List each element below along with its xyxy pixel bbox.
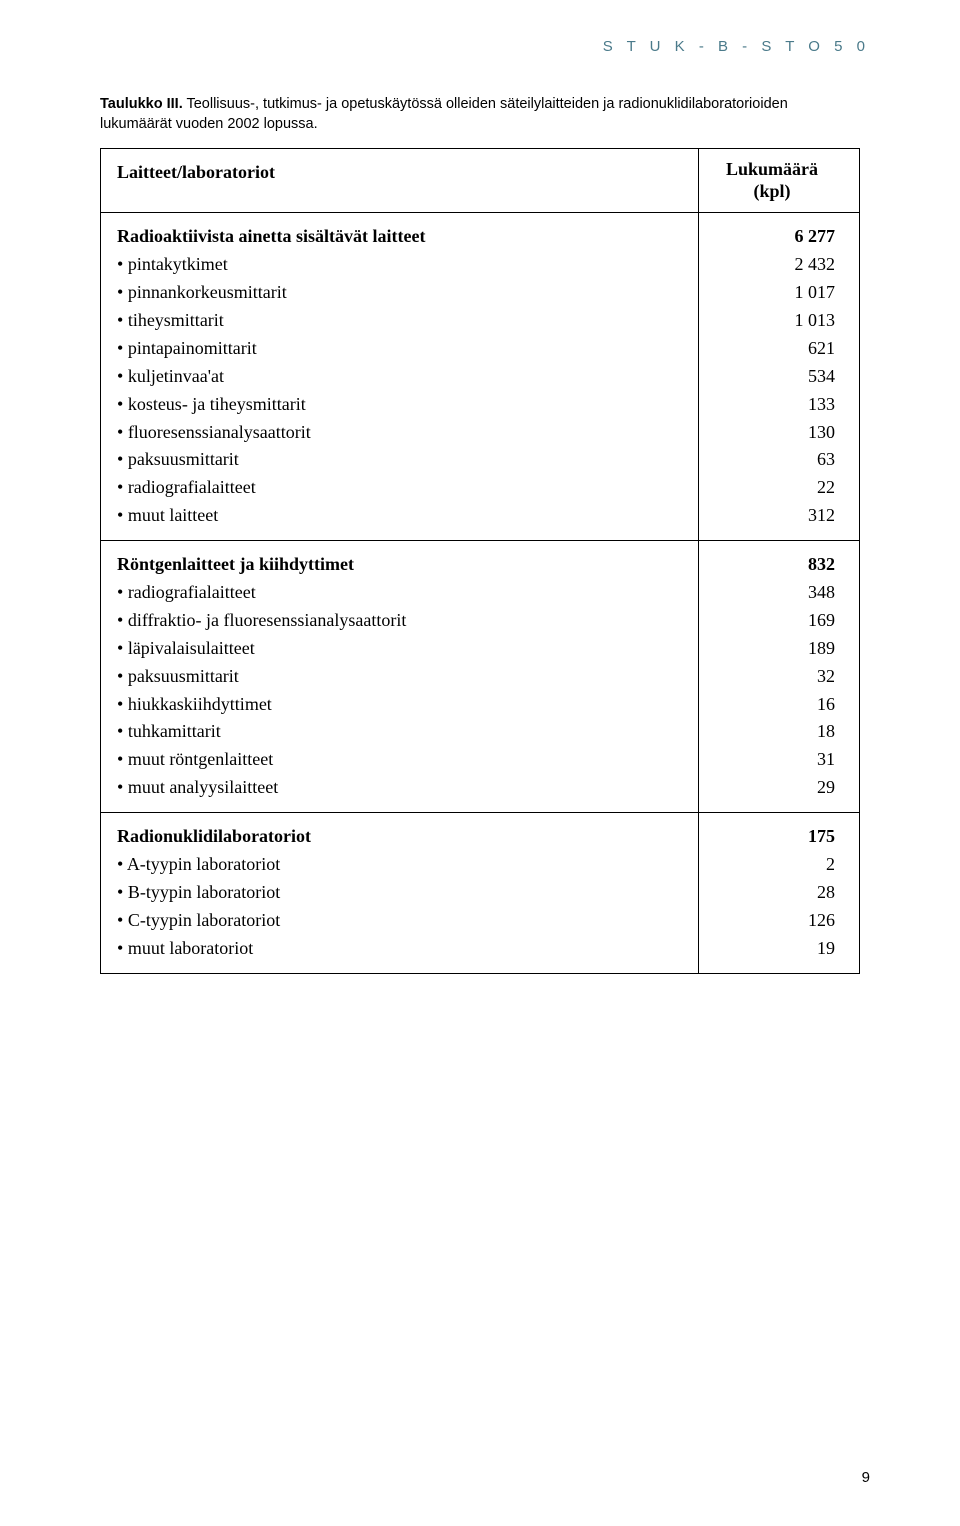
header-cell-left: Laitteet/laboratoriot — [101, 149, 699, 212]
list-item: hiukkaskiihdyttimet — [117, 691, 682, 719]
list-item: paksuusmittarit — [117, 446, 682, 474]
item-value: 126 — [709, 907, 835, 935]
section-left: Röntgenlaitteet ja kiihdyttimet radiogra… — [101, 541, 699, 812]
item-value: 28 — [709, 879, 835, 907]
group-value: 175 — [709, 823, 835, 851]
data-table: Laitteet/laboratoriot Lukumäärä (kpl) Ra… — [100, 148, 860, 973]
section-left: Radionuklidilaboratoriot A-tyypin labora… — [101, 813, 699, 972]
col-right-heading-line1: Lukumäärä — [709, 159, 835, 181]
section-labs: Radionuklidilaboratoriot A-tyypin labora… — [101, 813, 859, 972]
group-value: 832 — [709, 551, 835, 579]
caption-text: Teollisuus-, tutkimus- ja opetuskäytössä… — [100, 96, 788, 132]
item-value: 348 — [709, 579, 835, 607]
item-value: 189 — [709, 635, 835, 663]
list-item: kosteus- ja tiheysmittarit — [117, 391, 682, 419]
list-item: kuljetinvaa'at — [117, 363, 682, 391]
item-value: 169 — [709, 607, 835, 635]
list-item: A-tyypin laboratoriot — [117, 851, 682, 879]
list-item: tiheysmittarit — [117, 307, 682, 335]
header-cell-right: Lukumäärä (kpl) — [699, 149, 859, 212]
list-item: paksuusmittarit — [117, 663, 682, 691]
list-item: B-tyypin laboratoriot — [117, 879, 682, 907]
section-xray: Röntgenlaitteet ja kiihdyttimet radiogra… — [101, 541, 859, 813]
list-item: pintakytkimet — [117, 251, 682, 279]
main-content: Taulukko III. Teollisuus-, tutkimus- ja … — [100, 95, 860, 974]
item-value: 2 432 — [709, 251, 835, 279]
item-value: 130 — [709, 419, 835, 447]
group-value: 6 277 — [709, 223, 835, 251]
list-item: muut analyysilaitteet — [117, 774, 682, 802]
group-title: Radioaktiivista ainetta sisältävät laitt… — [117, 223, 682, 251]
list-item: muut laboratoriot — [117, 935, 682, 963]
col-right-heading-line2: (kpl) — [709, 181, 835, 203]
caption-label: Taulukko III. — [100, 96, 183, 112]
list-item: tuhkamittarit — [117, 718, 682, 746]
section-right: 6 277 2 432 1 017 1 013 621 534 133 130 … — [699, 213, 859, 540]
list-item: diffraktio- ja fluoresenssianalysaattori… — [117, 607, 682, 635]
item-value: 1 017 — [709, 279, 835, 307]
section-right: 175 2 28 126 19 — [699, 813, 859, 972]
list-item: pintapainomittarit — [117, 335, 682, 363]
item-value: 22 — [709, 474, 835, 502]
item-value: 32 — [709, 663, 835, 691]
item-value: 63 — [709, 446, 835, 474]
list-item: C-tyypin laboratoriot — [117, 907, 682, 935]
item-value: 31 — [709, 746, 835, 774]
list-item: muut röntgenlaitteet — [117, 746, 682, 774]
item-value: 18 — [709, 718, 835, 746]
item-value: 133 — [709, 391, 835, 419]
list-item: läpivalaisulaitteet — [117, 635, 682, 663]
item-value: 1 013 — [709, 307, 835, 335]
item-value: 534 — [709, 363, 835, 391]
list-item: muut laitteet — [117, 502, 682, 530]
document-header: S T U K - B - S T O 5 0 — [603, 38, 870, 55]
list-item: radiografialaitteet — [117, 474, 682, 502]
section-radioactive: Radioaktiivista ainetta sisältävät laitt… — [101, 213, 859, 541]
item-value: 621 — [709, 335, 835, 363]
section-right: 832 348 169 189 32 16 18 31 29 — [699, 541, 859, 812]
table-header-row: Laitteet/laboratoriot Lukumäärä (kpl) — [101, 149, 859, 213]
col-left-heading: Laitteet/laboratoriot — [117, 159, 682, 186]
list-item: pinnankorkeusmittarit — [117, 279, 682, 307]
group-title: Röntgenlaitteet ja kiihdyttimet — [117, 551, 682, 579]
item-value: 19 — [709, 935, 835, 963]
table-caption: Taulukko III. Teollisuus-, tutkimus- ja … — [100, 95, 860, 134]
item-value: 312 — [709, 502, 835, 530]
group-title: Radionuklidilaboratoriot — [117, 823, 682, 851]
section-left: Radioaktiivista ainetta sisältävät laitt… — [101, 213, 699, 540]
item-value: 16 — [709, 691, 835, 719]
list-item: radiografialaitteet — [117, 579, 682, 607]
list-item: fluoresenssianalysaattorit — [117, 419, 682, 447]
item-value: 2 — [709, 851, 835, 879]
page-number: 9 — [862, 1469, 870, 1486]
item-value: 29 — [709, 774, 835, 802]
